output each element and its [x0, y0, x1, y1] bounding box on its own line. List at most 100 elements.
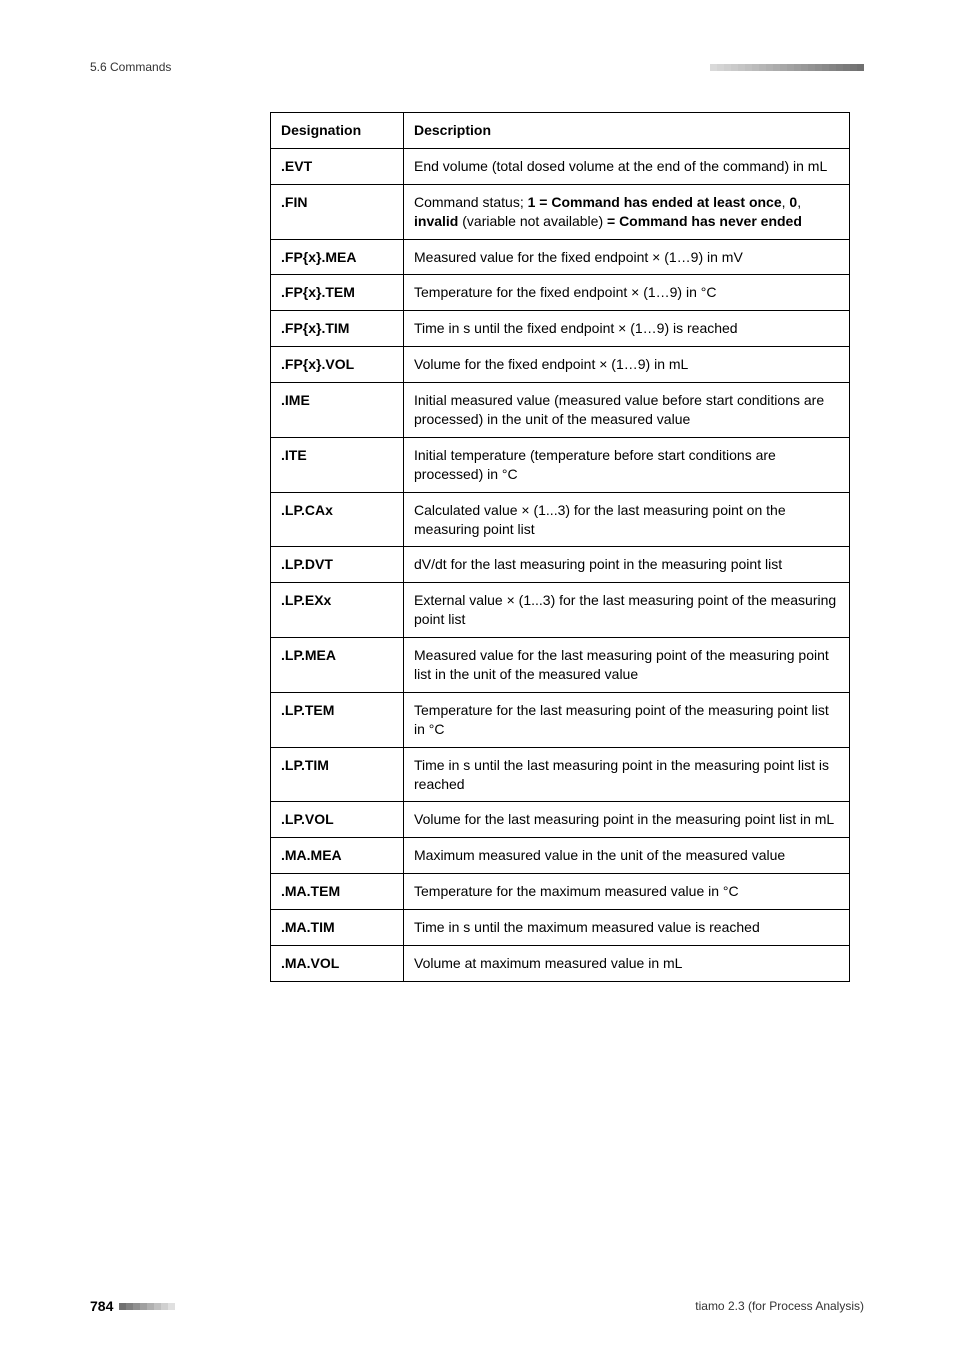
grad-box: [843, 64, 850, 71]
table-body: .EVTEnd volume (total dosed volume at th…: [271, 148, 850, 981]
desc-part: (variable not available): [458, 213, 607, 229]
cell-description: Volume at maximum measured value in mL: [404, 946, 850, 982]
grad-box: [829, 64, 836, 71]
cell-description: Volume for the last measuring point in t…: [404, 802, 850, 838]
cell-designation: .ITE: [271, 437, 404, 492]
desc-part: Command status;: [414, 194, 528, 210]
grad-box: [147, 1303, 154, 1310]
grad-box: [126, 1303, 133, 1310]
grad-box: [857, 64, 864, 71]
grad-box: [724, 64, 731, 71]
table-row: .IMEInitial measured value (measured val…: [271, 383, 850, 438]
cell-designation: .FP{x}.MEA: [271, 239, 404, 275]
cell-description: Time in s until the last measuring point…: [404, 747, 850, 802]
table-row: .MA.TEMTemperature for the maximum measu…: [271, 874, 850, 910]
cell-description: External value × (1...3) for the last me…: [404, 583, 850, 638]
cell-designation: .LP.CAx: [271, 492, 404, 547]
table-row: .LP.MEAMeasured value for the last measu…: [271, 638, 850, 693]
cell-description: Maximum measured value in the unit of th…: [404, 838, 850, 874]
cell-designation: .FIN: [271, 184, 404, 239]
table-header-row: Designation Description: [271, 113, 850, 149]
cell-description: Measured value for the last measuring po…: [404, 638, 850, 693]
grad-box: [780, 64, 787, 71]
page-number: 784: [90, 1298, 113, 1314]
desc-part: invalid: [414, 213, 458, 229]
cell-description: Temperature for the last measuring point…: [404, 692, 850, 747]
table-row: .MA.VOLVolume at maximum measured value …: [271, 946, 850, 982]
commands-table: Designation Description .EVTEnd volume (…: [270, 112, 850, 982]
cell-description: Time in s until the maximum measured val…: [404, 910, 850, 946]
footer-right-text: tiamo 2.3 (for Process Analysis): [695, 1299, 864, 1313]
cell-description: Measured value for the fixed endpoint × …: [404, 239, 850, 275]
grad-box: [752, 64, 759, 71]
cell-description: Initial measured value (measured value b…: [404, 383, 850, 438]
cell-designation: .FP{x}.VOL: [271, 347, 404, 383]
header-description: Description: [404, 113, 850, 149]
header-designation: Designation: [271, 113, 404, 149]
cell-description: Temperature for the maximum measured val…: [404, 874, 850, 910]
grad-box: [154, 1303, 161, 1310]
top-gradient-ticks: [710, 64, 864, 71]
grad-box: [731, 64, 738, 71]
cell-description: dV/dt for the last measuring point in th…: [404, 547, 850, 583]
cell-designation: .LP.TIM: [271, 747, 404, 802]
table-row: .LP.DVTdV/dt for the last measuring poin…: [271, 547, 850, 583]
grad-box: [759, 64, 766, 71]
grad-box: [710, 64, 717, 71]
grad-box: [161, 1303, 168, 1310]
grad-box: [168, 1303, 175, 1310]
cell-designation: .IME: [271, 383, 404, 438]
section-heading: 5.6 Commands: [90, 60, 171, 74]
grad-box: [808, 64, 815, 71]
cell-description: Command status; 1 = Command has ended at…: [404, 184, 850, 239]
cell-designation: .FP{x}.TEM: [271, 275, 404, 311]
table-row: .LP.EXxExternal value × (1...3) for the …: [271, 583, 850, 638]
grad-box: [738, 64, 745, 71]
desc-part: ,: [797, 194, 801, 210]
table-row: .FINCommand status; 1 = Command has ende…: [271, 184, 850, 239]
footer: 784 tiamo 2.3 (for Process Analysis): [90, 1298, 864, 1314]
grad-box: [766, 64, 773, 71]
table-row: .EVTEnd volume (total dosed volume at th…: [271, 148, 850, 184]
cell-designation: .MA.MEA: [271, 838, 404, 874]
grad-box: [815, 64, 822, 71]
table-row: .MA.MEAMaximum measured value in the uni…: [271, 838, 850, 874]
top-right-grad: [710, 60, 864, 74]
table-row: .ITEInitial temperature (temperature bef…: [271, 437, 850, 492]
table-row: .MA.TIMTime in s until the maximum measu…: [271, 910, 850, 946]
grad-box: [822, 64, 829, 71]
cell-designation: .LP.TEM: [271, 692, 404, 747]
grad-box: [836, 64, 843, 71]
top-bar: 5.6 Commands: [90, 60, 864, 74]
cell-designation: .FP{x}.TIM: [271, 311, 404, 347]
table-row: .FP{x}.VOLVolume for the fixed endpoint …: [271, 347, 850, 383]
table-row: .LP.CAxCalculated value × (1...3) for th…: [271, 492, 850, 547]
grad-box: [794, 64, 801, 71]
grad-box: [773, 64, 780, 71]
cell-description: End volume (total dosed volume at the en…: [404, 148, 850, 184]
cell-designation: .MA.TEM: [271, 874, 404, 910]
table-row: .FP{x}.TEMTemperature for the fixed endp…: [271, 275, 850, 311]
table-row: .FP{x}.TIMTime in s until the fixed endp…: [271, 311, 850, 347]
cell-designation: .MA.TIM: [271, 910, 404, 946]
page: 5.6 Commands Designation Description .EV…: [0, 0, 954, 1350]
grad-box: [745, 64, 752, 71]
cell-description: Temperature for the fixed endpoint × (1……: [404, 275, 850, 311]
cell-designation: .LP.VOL: [271, 802, 404, 838]
cell-description: Volume for the fixed endpoint × (1…9) in…: [404, 347, 850, 383]
grad-box: [133, 1303, 140, 1310]
grad-box: [119, 1303, 126, 1310]
cell-description: Time in s until the fixed endpoint × (1……: [404, 311, 850, 347]
grad-box: [787, 64, 794, 71]
cell-designation: .EVT: [271, 148, 404, 184]
cell-description: Calculated value × (1...3) for the last …: [404, 492, 850, 547]
grad-box: [801, 64, 808, 71]
desc-part: 1 = Command has ended at least once: [528, 194, 782, 210]
bottom-gradient-ticks: [119, 1303, 175, 1310]
table-row: .LP.VOLVolume for the last measuring poi…: [271, 802, 850, 838]
table-row: .FP{x}.MEAMeasured value for the fixed e…: [271, 239, 850, 275]
cell-designation: .LP.EXx: [271, 583, 404, 638]
cell-designation: .MA.VOL: [271, 946, 404, 982]
grad-box: [140, 1303, 147, 1310]
cell-designation: .LP.DVT: [271, 547, 404, 583]
